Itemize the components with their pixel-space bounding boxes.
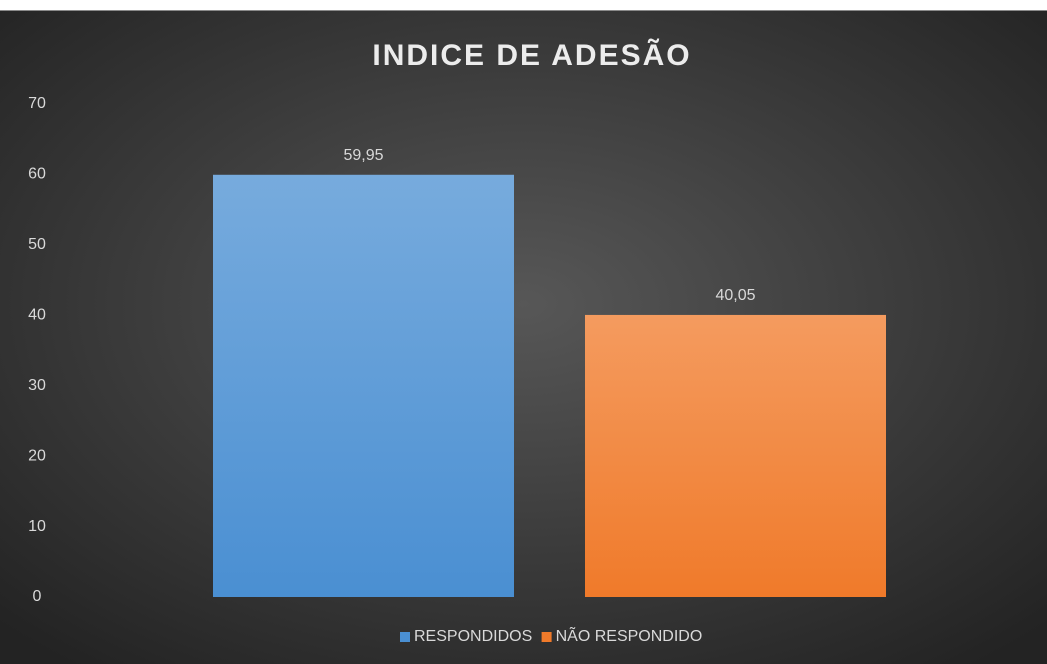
chart-background xyxy=(0,10,1047,664)
legend-label: NÃO RESPONDIDO xyxy=(556,625,703,645)
chart-title: INDICE DE ADESÃO xyxy=(372,38,691,72)
y-tick-label: 0 xyxy=(33,588,42,605)
legend-swatch xyxy=(400,632,410,642)
data-label: 40,05 xyxy=(715,287,755,304)
y-tick-label: 60 xyxy=(28,166,46,183)
bar xyxy=(213,174,514,598)
y-tick-label: 10 xyxy=(28,518,46,535)
y-tick-label: 40 xyxy=(28,307,46,324)
legend-label: RESPONDIDOS xyxy=(414,628,532,645)
data-label: 59,95 xyxy=(343,147,383,164)
y-tick-label: 20 xyxy=(28,447,46,464)
y-tick-label: 70 xyxy=(28,95,46,112)
legend-swatch xyxy=(541,632,552,642)
y-tick-label: 30 xyxy=(28,377,46,394)
y-tick-label: 50 xyxy=(28,236,46,253)
bar xyxy=(585,314,886,597)
